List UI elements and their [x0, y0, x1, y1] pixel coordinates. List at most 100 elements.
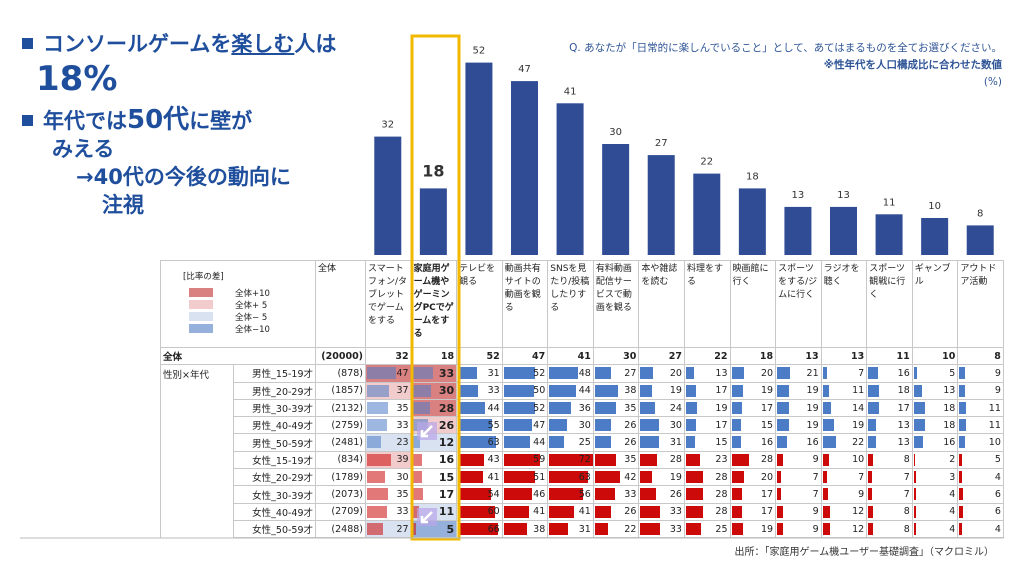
cell-bar: [503, 522, 527, 535]
cell-value: 56: [578, 489, 591, 501]
cell-bar: [458, 488, 491, 501]
cell-bar: [913, 488, 917, 501]
legend-item: 全体+10: [189, 288, 313, 300]
cell: 33: [410, 364, 458, 383]
cell-bar: [594, 488, 615, 501]
cell: 13: [820, 346, 868, 366]
cell: 19: [683, 398, 731, 418]
cell: 8: [957, 346, 1004, 366]
cell-value: 17: [715, 385, 728, 397]
data-row: 男性_50-59才 (2481) 23 12 63 44 25 26 31 15 16 16 22 13 1…: [160, 433, 1004, 452]
bar: [465, 62, 493, 255]
cell-bar: [777, 505, 783, 518]
cell-bar: [367, 471, 386, 484]
data-row: 男性_20-29才 (1857) 37 30 33 50 44 38 19 17 19 19 11 18 1…: [160, 381, 1004, 400]
cell-bar: [594, 367, 612, 380]
cell-value: 5: [994, 454, 1001, 466]
value-label: 30: [609, 127, 622, 138]
cell-value: 19: [669, 471, 682, 483]
cell: 19: [820, 416, 868, 435]
cell-bar: [777, 401, 789, 414]
cell: 31: [547, 519, 594, 539]
cell: 3: [911, 468, 959, 487]
cell-bar: [549, 367, 579, 380]
cell: 30: [365, 468, 412, 487]
cell: 21: [775, 364, 822, 383]
cell: 16: [866, 364, 913, 383]
cell-value: 24: [669, 402, 682, 414]
cell-bar: [913, 436, 924, 449]
cell: 43: [456, 450, 503, 470]
row-label: 男性_20-29才: [232, 381, 317, 400]
cell: 11: [410, 502, 458, 521]
cell-value: 22: [852, 437, 865, 449]
legend-label: 全体+10: [235, 289, 270, 299]
cell-value: 66: [487, 523, 500, 535]
column-header: スマートフォン/タブレットでゲームをする: [365, 260, 412, 348]
cell: 52: [501, 398, 549, 418]
cell-value: 15: [760, 419, 774, 431]
cell-value: 15: [715, 437, 728, 449]
cell-bar: [959, 471, 962, 484]
cell-value: 41: [533, 506, 546, 518]
cell-value: 7: [903, 471, 910, 483]
legend-swatch: [189, 300, 213, 309]
cell: 18: [911, 416, 959, 435]
cell: 10: [911, 346, 959, 366]
cell-bar: [685, 488, 703, 501]
cell-bar: [503, 401, 536, 414]
cell-value: 9: [858, 489, 865, 501]
cell-value: 21: [806, 367, 819, 379]
cell-bar: [503, 436, 531, 449]
cell-bar: [777, 471, 782, 484]
cell-value: 7: [812, 489, 819, 501]
cell-bar: [777, 367, 790, 380]
cell: 35: [592, 398, 640, 418]
cell-bar: [458, 505, 495, 518]
cell: 9: [775, 519, 822, 539]
cell: 17: [683, 381, 731, 400]
cell: 27: [638, 346, 685, 366]
cell: 44: [547, 381, 594, 400]
cell-value: 33: [669, 506, 682, 518]
cell-value: 4: [994, 471, 1001, 483]
cell-bar: [640, 505, 661, 518]
cell: 19: [729, 381, 777, 400]
cell-value: 19: [760, 385, 774, 397]
cell: 6: [957, 485, 1004, 504]
cell: 25: [683, 519, 731, 539]
cell: 16: [775, 433, 822, 452]
group-label: [160, 485, 234, 504]
cell: 60: [456, 502, 503, 521]
cell-value: 31: [669, 437, 682, 449]
cell-bar: [822, 436, 836, 449]
data-row: 女性_40-49才 (2709) 33 11 60 41 41 26 33 28 17 9 12 8 4 6: [160, 502, 1004, 521]
cell-value: 33: [487, 385, 500, 397]
cell-value: 28: [715, 489, 728, 501]
header-row: [比率の差] 全体+10 全体+ 5 全体− 5 全体−10 全体 スマートフォン/タブレッ…: [159, 260, 1004, 348]
cell-value: 13: [943, 385, 956, 397]
legend-item: 全体− 5: [189, 312, 313, 324]
cell-value: 10: [988, 437, 1001, 449]
cell-bar: [458, 367, 477, 380]
cell-bar: [594, 384, 618, 397]
cell-bar: [549, 436, 565, 449]
group-label: [160, 520, 234, 538]
cell: 13: [683, 364, 731, 383]
cell-bar: [731, 488, 742, 501]
cell-bar: [822, 384, 830, 397]
cell: 24: [638, 398, 685, 418]
cell-bar: [868, 436, 877, 449]
cell: 28: [683, 468, 731, 487]
cell-value: 18: [897, 385, 910, 397]
cell-value: 12: [438, 436, 455, 450]
row-n: (834): [315, 450, 367, 470]
bar: [511, 81, 538, 255]
cell-bar: [549, 384, 576, 397]
cell: 15: [683, 433, 731, 452]
cell-bar: [868, 453, 874, 466]
cell-value: 33: [624, 489, 637, 501]
cell-value: 7: [903, 489, 910, 501]
cell: 17: [729, 502, 777, 521]
